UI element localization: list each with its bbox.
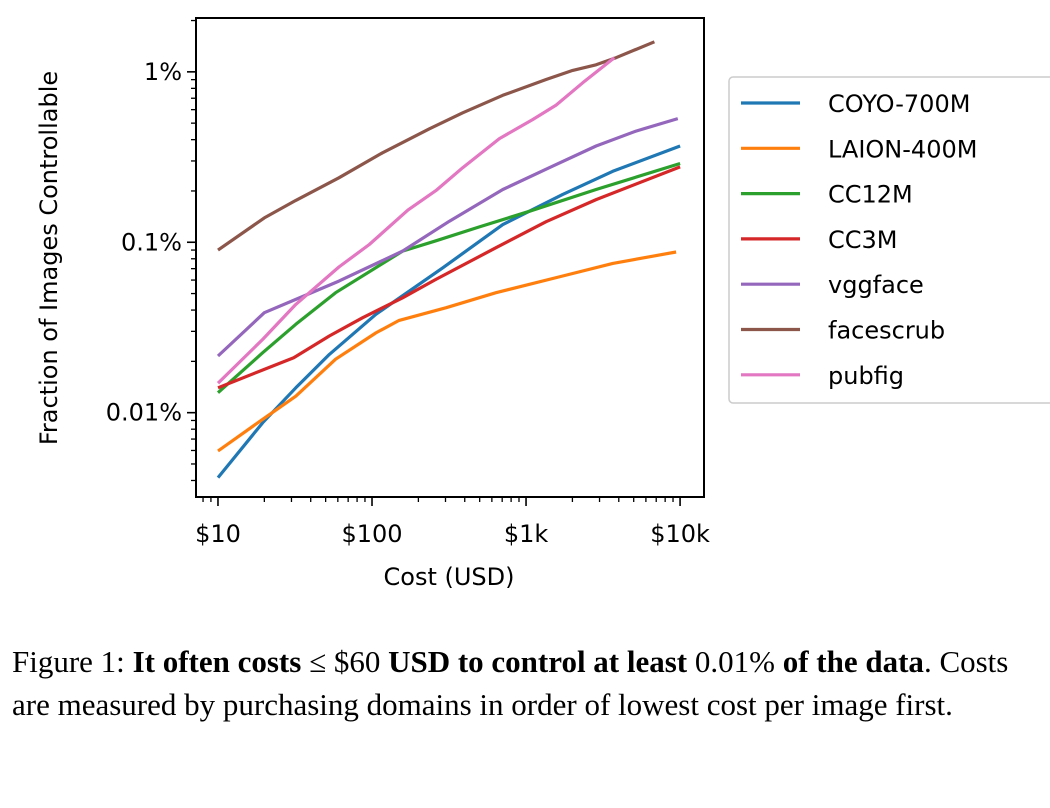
legend-label: vggface: [828, 271, 924, 299]
legend: COYO-700M LAION-400M CC12M CC3M vggface faces…: [728, 76, 1050, 404]
x-tick-label: $10k: [650, 520, 710, 548]
series-line-coyo-700m: [216, 144, 681, 479]
x-tick-label: $100: [341, 520, 402, 548]
legend-label: CC12M: [828, 181, 913, 209]
cost-vs-controllable-chart: $10 $100 $1k $10k 0.01% 0.1% 1% Cost (USD) Fra…: [35, 17, 1050, 591]
legend-frame: [728, 76, 1050, 404]
plot-frame: [195, 17, 705, 498]
y-tick-label: 0.1%: [121, 228, 182, 256]
caption-bold-1: It often costs: [132, 644, 302, 679]
series-line-cc12m: [216, 161, 681, 394]
legend-label: LAION-400M: [828, 135, 977, 163]
y-axis-label: Fraction of Images Controllable: [35, 71, 63, 445]
series-line-cc3m: [217, 165, 681, 390]
legend-label: facescrub: [828, 317, 945, 345]
x-tick-label: $1k: [504, 520, 549, 548]
legend-label: COYO-700M: [828, 90, 970, 118]
caption-bold-2: USD to control at least: [388, 644, 688, 679]
caption-rest: . Costs are measured by purchasing domai…: [12, 644, 1009, 722]
figure-caption: Figure 1: It often costs ≤ $60 USD to co…: [12, 640, 1042, 726]
caption-math-1: ≤ $60: [309, 644, 381, 679]
legend-label: pubfig: [828, 362, 904, 390]
legend-label: CC3M: [828, 226, 898, 254]
caption-bold-3: of the data: [782, 644, 924, 679]
caption-math-2: 0.01%: [694, 644, 775, 679]
caption-label: Figure 1:: [12, 644, 125, 679]
series-line-pubfig: [216, 56, 616, 385]
y-tick-label: 1%: [144, 58, 182, 86]
x-axis-label: Cost (USD): [384, 563, 515, 591]
series-line-facescrub: [217, 40, 656, 252]
series-line-vggface: [216, 117, 679, 358]
x-tick-label: $10: [195, 520, 241, 548]
y-tick-label: 0.01%: [106, 399, 182, 427]
series-line-laion-400m: [217, 250, 677, 453]
